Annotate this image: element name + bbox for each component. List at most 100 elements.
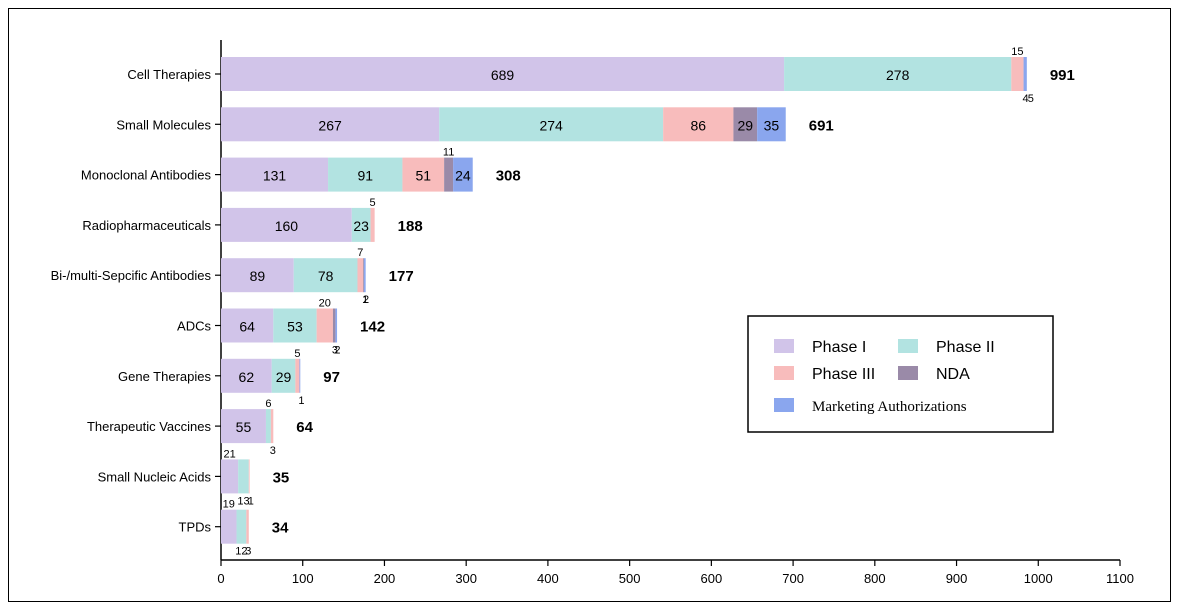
bar-value-label: 5 [1028, 93, 1034, 105]
bar-value-label: 3 [245, 546, 251, 558]
bar-value-label: 267 [318, 117, 342, 133]
legend-swatch [774, 339, 794, 353]
bar-segment [784, 57, 1012, 91]
legend-entry-label: Marketing Authorizations [812, 399, 967, 415]
x-tick-label: 700 [782, 571, 804, 586]
bar-value-label: 4 [1022, 93, 1028, 105]
bar-value-label: 89 [250, 268, 266, 284]
x-tick-label: 400 [537, 571, 559, 586]
bar-value-label: 13 [237, 495, 249, 507]
bar-segment [453, 157, 473, 192]
category-label: Therapeutic Vaccines [87, 419, 212, 434]
bar-total-label: 34 [272, 520, 289, 537]
bar-value-label: 278 [886, 67, 910, 83]
legend-entry-label: Phase II [936, 339, 995, 356]
legend-entry-label: Phase III [812, 366, 875, 383]
bar-segment [402, 157, 445, 192]
bar-segment [757, 107, 786, 142]
bar-value-label: 11 [443, 147, 454, 159]
legend-swatch [774, 366, 794, 380]
legend-entry-label: Phase I [812, 339, 866, 356]
bar-value-label: 64 [239, 319, 255, 335]
bar-value-label: 1 [248, 495, 254, 507]
chart-frame [8, 8, 1171, 602]
bar-total-label: 308 [496, 168, 521, 185]
bar-value-label: 35 [764, 117, 780, 133]
x-tick-label: 800 [864, 571, 886, 586]
bar-total-label: 64 [296, 419, 313, 436]
legend-swatch [774, 398, 794, 412]
bar-segment [295, 358, 300, 393]
bar-total-label: 142 [360, 319, 385, 336]
bar-segment [221, 157, 329, 192]
bar-segment [335, 308, 338, 343]
bar-segment [271, 358, 296, 393]
bar-segment [439, 107, 664, 142]
category-label: Small Molecules [116, 117, 211, 132]
bar-value-label: 55 [236, 419, 252, 435]
bar-segment [363, 258, 365, 293]
category-label: Small Nucleic Acids [98, 469, 212, 484]
bar-segment [316, 308, 333, 343]
bar-segment [328, 157, 403, 192]
x-tick-label: 300 [455, 571, 477, 586]
bar-value-label: 20 [319, 298, 331, 310]
bar-value-label: 131 [263, 168, 287, 184]
bar-value-label: 12 [235, 546, 247, 558]
category-label: TPDs [179, 520, 212, 535]
bar-value-label: 21 [223, 448, 235, 460]
bar-value-label: 24 [455, 168, 471, 184]
bar-value-label: 2 [334, 345, 340, 357]
bar-value-label: 7 [357, 247, 363, 259]
bar-segment [221, 409, 266, 444]
bar-value-label: 5 [370, 197, 376, 209]
bar-total-label: 188 [398, 218, 423, 235]
bar-segment [221, 358, 272, 393]
bar-value-label: 1 [298, 395, 304, 407]
x-tick-label: 900 [946, 571, 968, 586]
category-label: Bi-/multi-Sepcific Antibodies [51, 268, 212, 283]
bar-value-label: 78 [318, 268, 334, 284]
bar-value-label: 2 [363, 294, 369, 306]
bar-segment [351, 207, 371, 242]
bar-value-label: 3 [332, 345, 338, 357]
bar-segment [221, 308, 274, 343]
bar-value-label: 53 [287, 319, 303, 335]
bar-segment [238, 459, 249, 494]
legend-swatch [898, 339, 918, 353]
bar-value-label: 51 [415, 168, 431, 184]
bar-segment [221, 459, 239, 494]
bar-segment [733, 107, 758, 142]
legend-entry-label: NDA [936, 366, 970, 383]
bar-segment [370, 207, 375, 242]
bar-segment [221, 57, 785, 91]
bar-segment [364, 258, 366, 293]
bar-total-label: 97 [323, 369, 340, 386]
bar-value-label: 160 [275, 218, 299, 234]
bar-segment [273, 308, 317, 343]
category-label: Radiopharmaceuticals [82, 218, 211, 233]
bar-segment [265, 409, 271, 444]
bar-value-label: 5 [294, 348, 300, 360]
category-label: ADCs [177, 319, 211, 334]
x-tick-label: 1100 [1106, 571, 1134, 586]
bar-segment [221, 107, 440, 142]
bar-segment [221, 207, 352, 242]
bar-segment [332, 308, 336, 343]
bar-value-label: 91 [357, 168, 373, 184]
bar-value-label: 1 [362, 294, 368, 306]
bar-total-label: 177 [389, 268, 414, 285]
bar-segment [1023, 57, 1027, 91]
bar-segment [357, 258, 364, 293]
x-tick-label: 200 [374, 571, 396, 586]
x-tick-label: 0 [217, 571, 224, 586]
bar-value-label: 29 [276, 369, 292, 385]
bar-segment [270, 409, 274, 444]
x-tick-label: 100 [292, 571, 314, 586]
bar-segment [236, 509, 247, 544]
bar-value-label: 19 [223, 499, 235, 511]
x-tick-label: 500 [619, 571, 641, 586]
category-label: Cell Therapies [127, 67, 211, 82]
bar-segment [246, 509, 249, 544]
